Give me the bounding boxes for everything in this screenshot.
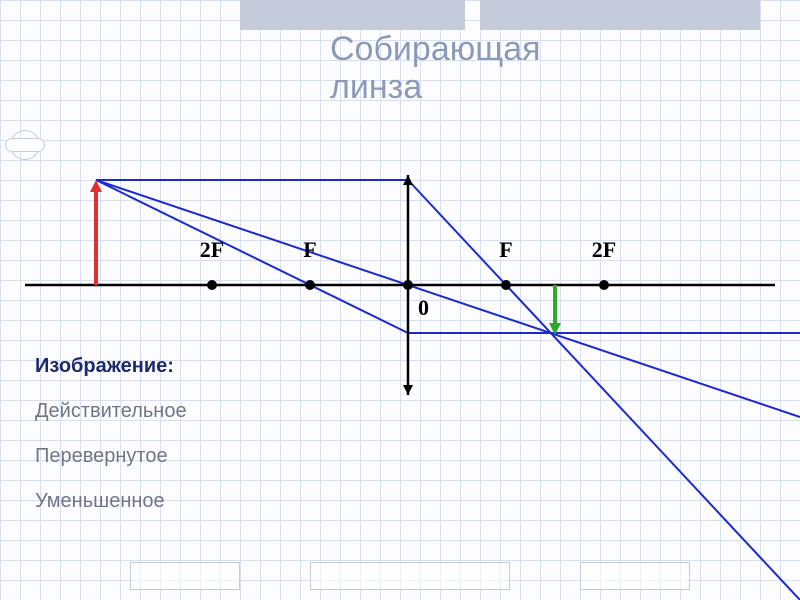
placeholder-box xyxy=(310,562,510,590)
svg-text:F: F xyxy=(499,237,512,262)
svg-text:2F: 2F xyxy=(592,237,616,262)
svg-text:0: 0 xyxy=(418,295,429,320)
placeholder-box xyxy=(580,562,690,590)
svg-text:F: F xyxy=(303,237,316,262)
placeholder-box xyxy=(130,562,240,590)
lens-ray-diagram: F 2F F 2F 0 xyxy=(0,0,800,600)
svg-text:2F: 2F xyxy=(200,237,224,262)
